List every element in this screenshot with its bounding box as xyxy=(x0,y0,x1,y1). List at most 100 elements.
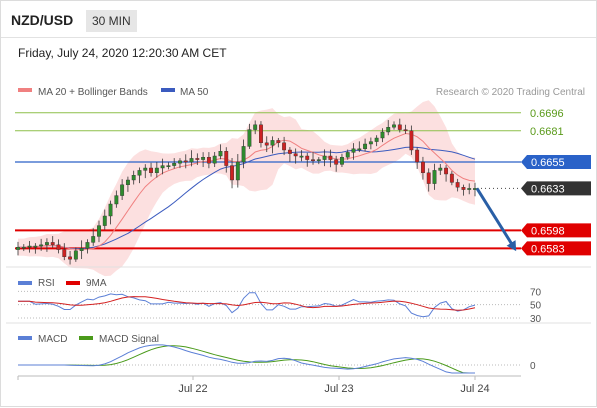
candle-body xyxy=(444,167,449,175)
candle-body xyxy=(438,167,443,171)
candle-body xyxy=(392,124,396,128)
candle-body xyxy=(403,129,408,132)
candle-body xyxy=(27,245,32,248)
candle-body xyxy=(183,160,188,163)
candle-body xyxy=(351,148,356,153)
signal-legend-label: MACD Signal xyxy=(99,334,159,345)
candle-body xyxy=(44,242,49,245)
x-tick-label: Jul 23 xyxy=(324,383,353,395)
candle-body xyxy=(137,170,142,176)
candle-body xyxy=(253,124,258,130)
x-tick-label: Jul 24 xyxy=(460,383,489,395)
candle-body xyxy=(380,131,385,139)
macd-panel: 0 xyxy=(18,344,536,374)
candle-body xyxy=(33,245,38,248)
candle-body xyxy=(345,152,350,158)
candle-body xyxy=(206,156,211,164)
candle-body xyxy=(218,150,223,157)
candle-body xyxy=(415,149,420,163)
x-tick-label: Jul 22 xyxy=(178,383,207,395)
candle-body xyxy=(114,195,119,205)
rsi-tick-label: 30 xyxy=(530,314,542,325)
candle-body xyxy=(160,165,165,169)
candle-body xyxy=(230,165,234,181)
candle-body xyxy=(195,158,200,160)
bollinger-legend-swatch xyxy=(18,88,32,92)
candle-body xyxy=(172,162,177,166)
candle-body xyxy=(449,173,454,183)
candle-body xyxy=(189,158,194,163)
candle-body xyxy=(409,130,414,151)
candle-body xyxy=(201,156,206,160)
bollinger-band-area xyxy=(18,100,475,277)
candle-body xyxy=(299,155,304,158)
signal-legend-swatch xyxy=(79,336,93,340)
rsi-ma-legend-label: 9MA xyxy=(86,278,107,289)
candle-body xyxy=(467,188,472,190)
candle-body xyxy=(340,156,344,165)
candle-body xyxy=(293,153,298,157)
rsi-tick-label: 70 xyxy=(530,287,542,298)
candle-body xyxy=(143,167,148,171)
rsi-line xyxy=(18,292,476,318)
rsi-ma-line xyxy=(18,296,476,311)
candle-body xyxy=(432,170,437,184)
ma50-legend-label: MA 50 xyxy=(180,87,209,98)
candle-body xyxy=(276,140,281,143)
candle-body xyxy=(311,159,315,162)
candle-body xyxy=(305,155,310,160)
candle-body xyxy=(328,155,333,160)
candle-body xyxy=(374,137,379,142)
rsi-panel: 70 50 30 xyxy=(18,287,542,325)
candle-body xyxy=(287,149,292,154)
x-axis: Jul 22 Jul 23 Jul 24 xyxy=(17,375,521,395)
candle-body xyxy=(426,172,431,184)
candle-body xyxy=(421,161,425,174)
candle-body xyxy=(73,250,78,260)
chart-credit: Research © 2020 Trading Central xyxy=(436,87,585,98)
candle-body xyxy=(120,184,125,196)
candle-body xyxy=(62,249,67,258)
rsi-tick-label: 50 xyxy=(530,301,542,312)
level-label: 0.6583 xyxy=(531,243,565,255)
candle-body xyxy=(235,161,240,181)
candle-body xyxy=(16,246,20,250)
macd-signal-line xyxy=(18,345,475,374)
candle-body xyxy=(270,140,275,146)
candle-body xyxy=(241,146,246,163)
timeframe-badge[interactable]: 30 MIN xyxy=(86,10,137,32)
candle-body xyxy=(21,246,26,249)
level-label: 0.6681 xyxy=(530,126,564,138)
price-panel: 0.6696 0.6681 0.6655 0.6633 0.6598 0.6583 xyxy=(15,100,591,277)
candle-body xyxy=(131,174,136,181)
candle-body xyxy=(397,124,402,130)
candle-body xyxy=(259,124,263,144)
level-price-tag xyxy=(521,181,591,196)
rsi-legend-label: RSI xyxy=(38,278,55,289)
candle-body xyxy=(166,165,171,168)
candle-body xyxy=(97,225,101,237)
candle-body xyxy=(316,159,321,162)
level-label: 0.6696 xyxy=(530,108,564,120)
candle-body xyxy=(154,167,159,174)
candle-body xyxy=(79,248,84,251)
candle-body xyxy=(39,244,44,247)
ma20-line xyxy=(18,132,476,251)
candle-body xyxy=(455,182,460,188)
level-label: 0.6655 xyxy=(531,157,565,169)
candle-body xyxy=(247,129,252,147)
candle-body xyxy=(357,148,362,151)
candle-body xyxy=(322,155,327,160)
candle-body xyxy=(282,142,287,151)
candle-body xyxy=(368,141,373,145)
ma50-legend-swatch xyxy=(161,88,175,92)
forecast-arrow-line xyxy=(475,187,515,247)
candle-body xyxy=(363,143,368,150)
candle-body xyxy=(91,236,96,243)
candle-body xyxy=(56,244,61,250)
ma50-line xyxy=(18,146,476,250)
candle-body xyxy=(334,159,339,165)
candle-body xyxy=(85,242,90,249)
